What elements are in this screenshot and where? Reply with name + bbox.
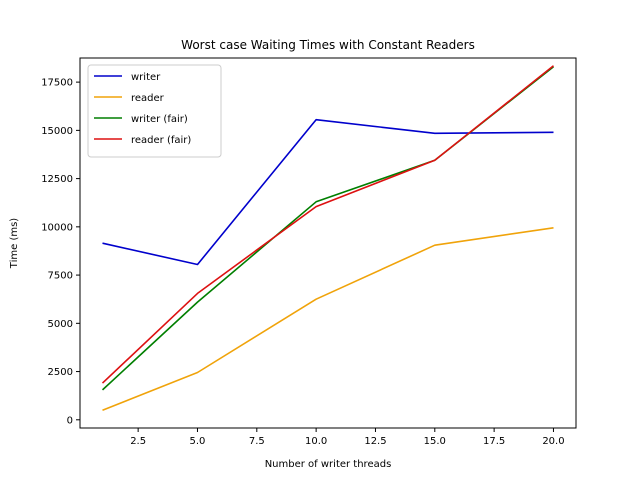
x-tick-label: 5.0 [190,436,206,447]
x-tick-label: 7.5 [249,436,265,447]
chart-title: Worst case Waiting Times with Constant R… [181,38,475,52]
plot-frame [79,57,577,429]
y-tick-label: 0 [67,415,73,426]
x-tick-label: 20.0 [542,436,564,447]
y-tick-label: 10000 [41,222,73,233]
x-tick-label: 10.0 [305,436,327,447]
series-line-3 [101,65,554,384]
x-axis-label: Number of writer threads [265,459,392,470]
y-tick-label: 2500 [48,367,73,378]
y-tick-label: 5000 [48,319,73,330]
x-tick-label: 15.0 [424,436,446,447]
series-line-0 [102,118,554,266]
legend-box [87,64,222,158]
x-axis: 2.5 5.0 7.5 10.0 12.5 15.0 17.5 20.0 [130,428,565,447]
legend-label: reader (fair) [131,135,191,146]
y-tick-label: 7500 [48,271,73,282]
y-tick-label: 15000 [41,126,73,137]
legend-label: reader [131,93,165,104]
y-axis-label: Time (ms) [9,218,20,270]
y-tick-label: 17500 [41,78,73,89]
legend-label: writer (fair) [131,114,188,125]
x-tick-label: 17.5 [483,436,505,447]
series-line-1 [102,227,554,411]
y-tick-label: 12500 [41,174,73,185]
legend-label: writer [131,72,161,83]
y-axis: 0 2500 5000 7500 10000 12500 15000 17500 [41,78,80,426]
legend: writer reader writer (fair) reader (fair) [87,64,222,158]
series-lines [101,65,554,411]
x-tick-label: 2.5 [130,436,146,447]
x-tick-label: 12.5 [364,436,386,447]
